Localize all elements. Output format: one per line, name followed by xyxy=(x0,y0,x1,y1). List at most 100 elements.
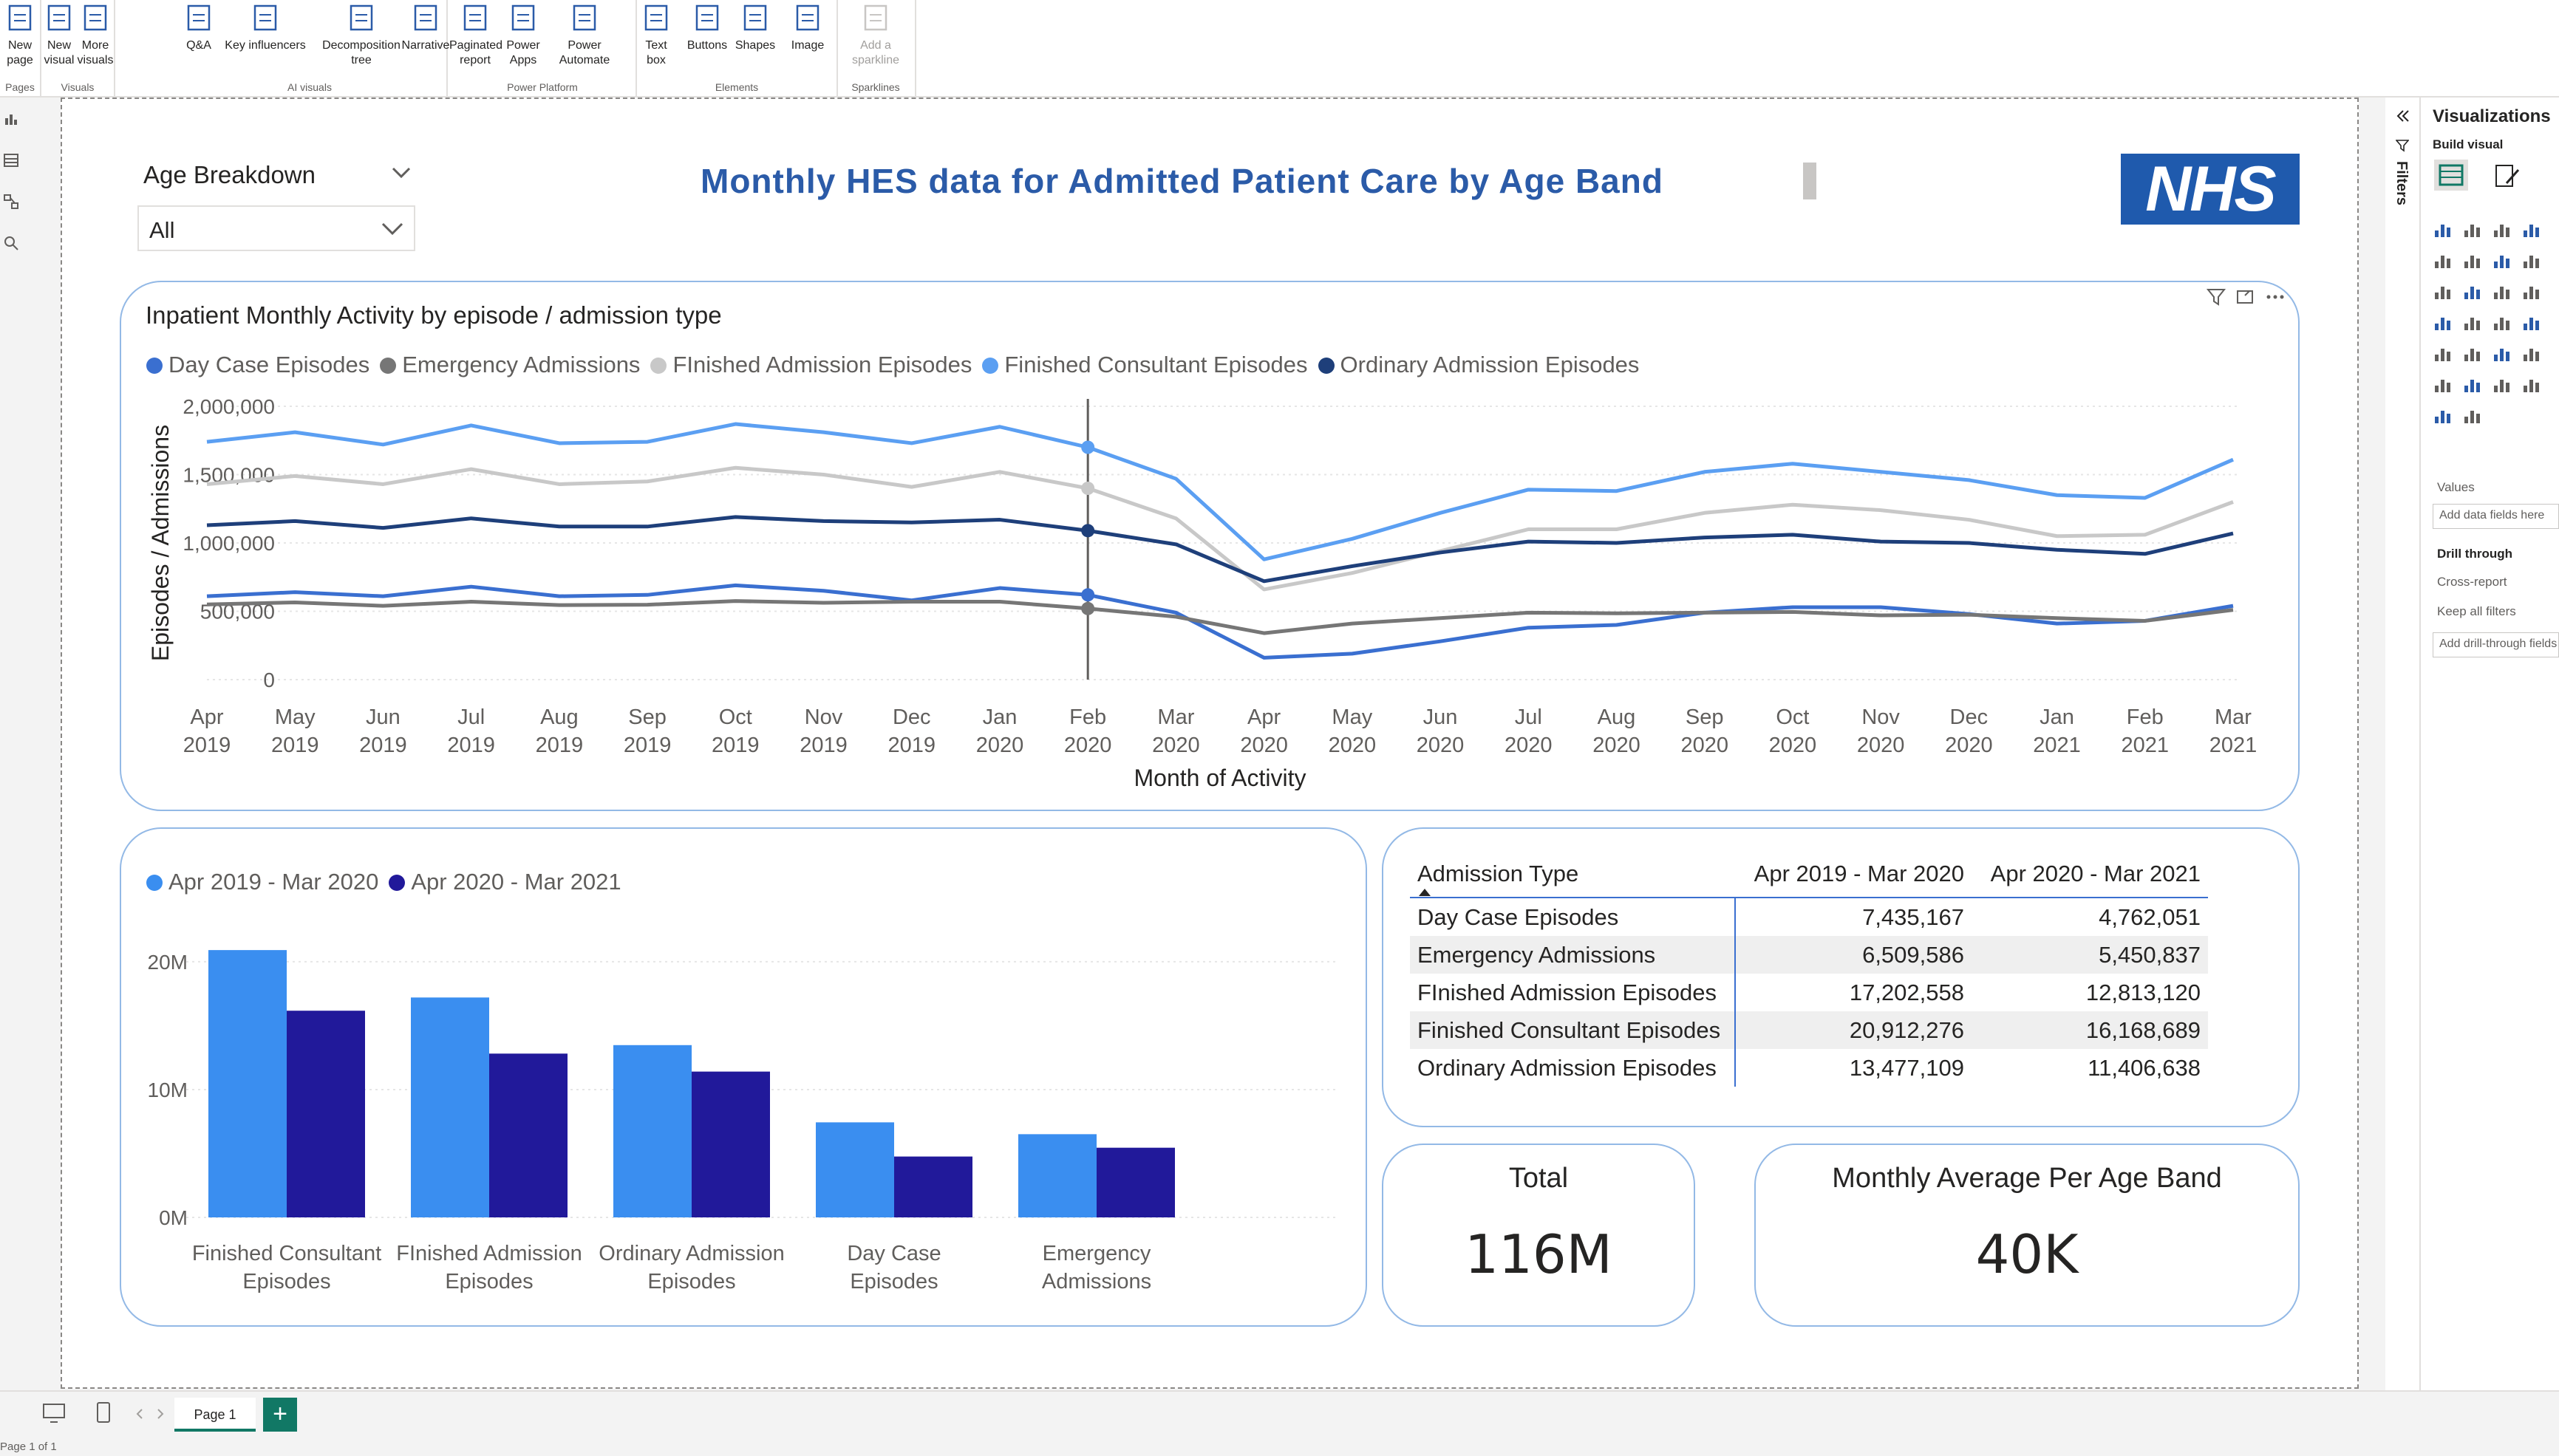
visual-type-icon[interactable] xyxy=(2462,374,2484,394)
collapse-chevrons-icon[interactable] xyxy=(2394,108,2410,124)
add-page-button[interactable]: + xyxy=(263,1398,297,1432)
table-view-icon[interactable] xyxy=(3,152,19,168)
visual-type-icon[interactable] xyxy=(2433,250,2455,270)
bar-finished-admission-episodes-2020[interactable] xyxy=(489,1053,568,1217)
age-slicer-dropdown[interactable]: All xyxy=(137,205,415,251)
legend-item-finished-admission-episodes[interactable]: FInished Admission Episodes xyxy=(650,352,972,378)
series-point-day-case-episodes[interactable] xyxy=(1081,588,1094,601)
visual-type-icon[interactable] xyxy=(2492,312,2514,332)
bar-finished-admission-episodes-2019[interactable] xyxy=(411,997,489,1217)
desktop-layout-icon[interactable] xyxy=(41,1402,67,1424)
legend-item-finished-consultant-episodes[interactable]: Finished Consultant Episodes xyxy=(982,352,1307,378)
visual-type-icon[interactable] xyxy=(2521,250,2543,270)
drill-through-field-well[interactable]: Add drill-through fields here xyxy=(2433,632,2559,657)
shapes-button[interactable]: Shapes xyxy=(735,1,776,53)
more-options-icon[interactable] xyxy=(2267,295,2284,299)
more-visuals-button[interactable]: More visuals xyxy=(75,1,115,68)
power-apps-button[interactable]: Power Apps xyxy=(502,1,544,68)
build-visual-tab-icon[interactable] xyxy=(2433,158,2470,192)
bar-finished-consultant-episodes-2020[interactable] xyxy=(287,1011,365,1217)
visual-type-icon[interactable] xyxy=(2462,250,2484,270)
page-tab-page-1[interactable]: Page 1 xyxy=(174,1398,256,1432)
page-scroll-arrows-icon[interactable] xyxy=(133,1407,167,1421)
bar-emergency-admissions-2019[interactable] xyxy=(1018,1134,1097,1217)
q-a-button[interactable]: Q&A xyxy=(173,1,225,53)
text-box-button[interactable]: Text box xyxy=(637,1,675,68)
series-point-finished-consultant-episodes[interactable] xyxy=(1081,441,1094,454)
dax-query-view-icon[interactable] xyxy=(3,235,19,251)
decomposition-tree-button[interactable]: Decomposition tree xyxy=(321,1,402,68)
paginated-report-button[interactable]: Paginated report xyxy=(449,1,501,68)
visual-type-icon[interactable] xyxy=(2433,312,2455,332)
chevron-down-icon[interactable] xyxy=(390,164,412,182)
legend-item-day-case-episodes[interactable]: Day Case Episodes xyxy=(146,352,369,378)
power-automate-button[interactable]: Power Automate xyxy=(551,1,618,68)
filters-pane-collapsed[interactable] xyxy=(2385,98,2421,1390)
series-line-finished-consultant-episodes[interactable] xyxy=(207,424,2233,559)
table-row[interactable]: FInished Admission Episodes 17,202,558 12,… xyxy=(1410,974,2208,1011)
key-influencers-button[interactable]: Key influencers xyxy=(225,1,306,53)
focus-mode-icon[interactable] xyxy=(2238,291,2252,303)
narrative-button[interactable]: Narrative xyxy=(399,1,452,53)
table-row[interactable]: Emergency Admissions 6,509,586 5,450,837 xyxy=(1410,936,2208,974)
series-line-emergency-admissions[interactable] xyxy=(207,601,2233,633)
visual-type-icon[interactable] xyxy=(2492,250,2514,270)
visual-type-icon[interactable] xyxy=(2462,312,2484,332)
model-view-icon[interactable] xyxy=(3,194,19,210)
visual-type-icon[interactable] xyxy=(2462,405,2484,425)
bar-day-case-episodes-2020[interactable] xyxy=(894,1157,972,1217)
format-visual-tab-icon[interactable] xyxy=(2492,161,2521,191)
visual-type-icon[interactable] xyxy=(2521,281,2543,301)
visual-type-icon[interactable] xyxy=(2521,374,2543,394)
series-line-ordinary-admission-episodes[interactable] xyxy=(207,517,2233,581)
visual-type-icon[interactable] xyxy=(2492,219,2514,239)
visual-type-icon[interactable] xyxy=(2521,219,2543,239)
bar-ordinary-admission-episodes-2019[interactable] xyxy=(613,1045,692,1217)
visual-type-icon[interactable] xyxy=(2433,281,2455,301)
values-field-well[interactable]: Add data fields here xyxy=(2433,504,2559,529)
table-row[interactable]: Day Case Episodes 7,435,167 4,762,051 xyxy=(1410,898,2208,936)
series-point-ordinary-admission-episodes[interactable] xyxy=(1081,524,1094,537)
bar-day-case-episodes-2019[interactable] xyxy=(816,1122,894,1217)
visual-type-icon[interactable] xyxy=(2433,343,2455,363)
image-button[interactable]: Image xyxy=(783,1,832,53)
visual-type-icon[interactable] xyxy=(2462,219,2484,239)
legend-item-ordinary-admission-episodes[interactable]: Ordinary Admission Episodes xyxy=(1318,352,1640,378)
bar-finished-consultant-episodes-2019[interactable] xyxy=(208,950,287,1217)
visual-type-icon[interactable] xyxy=(2433,405,2455,425)
series-point-emergency-admissions[interactable] xyxy=(1081,602,1094,615)
visual-type-icon[interactable] xyxy=(2492,343,2514,363)
visual-type-icon[interactable] xyxy=(2492,374,2514,394)
matrix-header-2020[interactable]: Apr 2020 - Mar 2021 xyxy=(1972,851,2208,898)
legend-item-apr-2019-mar-2020[interactable]: Apr 2019 - Mar 2020 xyxy=(146,869,378,895)
new-page-button[interactable]: New page xyxy=(0,1,40,68)
visual-type-icon[interactable] xyxy=(2462,343,2484,363)
visual-type-icon[interactable] xyxy=(2462,281,2484,301)
series-line-finished-admission-episodes[interactable] xyxy=(207,468,2233,589)
buttons-button[interactable]: Buttons xyxy=(683,1,732,53)
report-view-icon[interactable] xyxy=(3,111,19,127)
matrix-header-admission-type[interactable]: Admission Type xyxy=(1410,851,1735,898)
filter-icon[interactable] xyxy=(2208,290,2224,304)
visual-type-icon[interactable] xyxy=(2521,343,2543,363)
table-row[interactable]: Finished Consultant Episodes 20,912,276 16… xyxy=(1410,1011,2208,1049)
cross-report-toggle-label[interactable]: Cross-report xyxy=(2437,575,2507,589)
legend-item-apr-2020-mar-2021[interactable]: Apr 2020 - Mar 2021 xyxy=(389,869,621,895)
visual-type-icon[interactable] xyxy=(2433,374,2455,394)
legend-item-emergency-admissions[interactable]: Emergency Admissions xyxy=(380,352,640,378)
bar-ordinary-admission-episodes-2020[interactable] xyxy=(692,1072,770,1217)
filters-label[interactable]: Filters xyxy=(2393,161,2410,205)
matrix-header-2019[interactable]: Apr 2019 - Mar 2020 xyxy=(1735,851,1972,898)
mobile-layout-icon[interactable] xyxy=(95,1401,112,1424)
series-point-finished-admission-episodes[interactable] xyxy=(1081,482,1094,495)
visual-type-icon[interactable] xyxy=(2492,281,2514,301)
new-visual-button[interactable]: New visual xyxy=(41,1,77,68)
visual-type-icon[interactable] xyxy=(2521,312,2543,332)
keep-all-filters-toggle-label[interactable]: Keep all filters xyxy=(2437,604,2516,619)
add-a-sparkline-button[interactable]: Add a sparkline xyxy=(836,1,915,68)
series-line-day-case-episodes[interactable] xyxy=(207,585,2233,657)
sort-ascending-icon[interactable] xyxy=(1417,888,1432,897)
bar-emergency-admissions-2020[interactable] xyxy=(1097,1148,1175,1217)
table-row[interactable]: Ordinary Admission Episodes 13,477,109 11,… xyxy=(1410,1049,2208,1087)
visual-type-icon[interactable] xyxy=(2433,219,2455,239)
